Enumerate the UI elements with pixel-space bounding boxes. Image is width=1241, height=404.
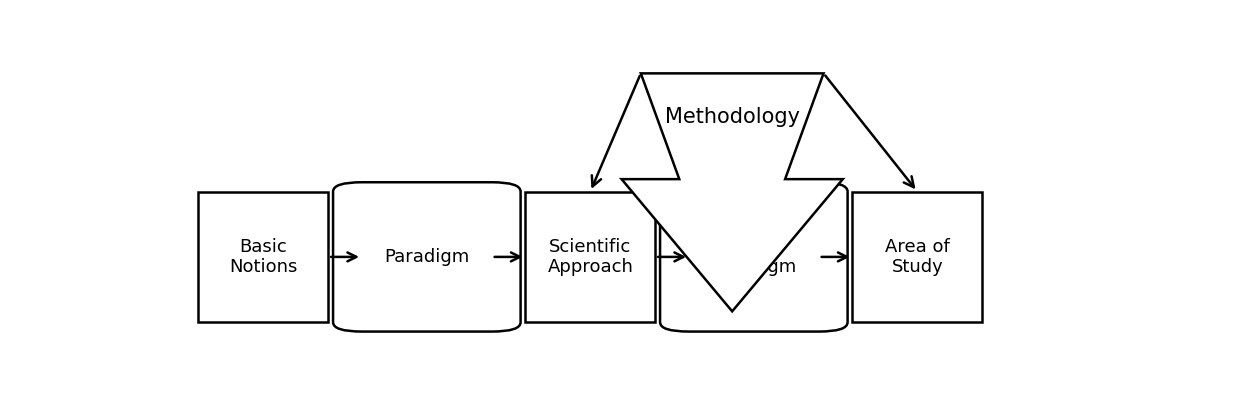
Text: Scientific
Approach: Scientific Approach <box>547 238 633 276</box>
Text: Area of
Study: Area of Study <box>885 238 949 276</box>
FancyBboxPatch shape <box>199 191 328 322</box>
FancyBboxPatch shape <box>525 191 655 322</box>
Text: Methodology: Methodology <box>665 107 799 127</box>
FancyBboxPatch shape <box>853 191 983 322</box>
Text: Basic
Notions: Basic Notions <box>230 238 298 276</box>
Polygon shape <box>622 74 843 311</box>
Text: Work
Paradigm: Work Paradigm <box>711 238 797 276</box>
FancyBboxPatch shape <box>333 182 521 332</box>
FancyBboxPatch shape <box>660 182 848 332</box>
Text: Paradigm: Paradigm <box>385 248 469 266</box>
